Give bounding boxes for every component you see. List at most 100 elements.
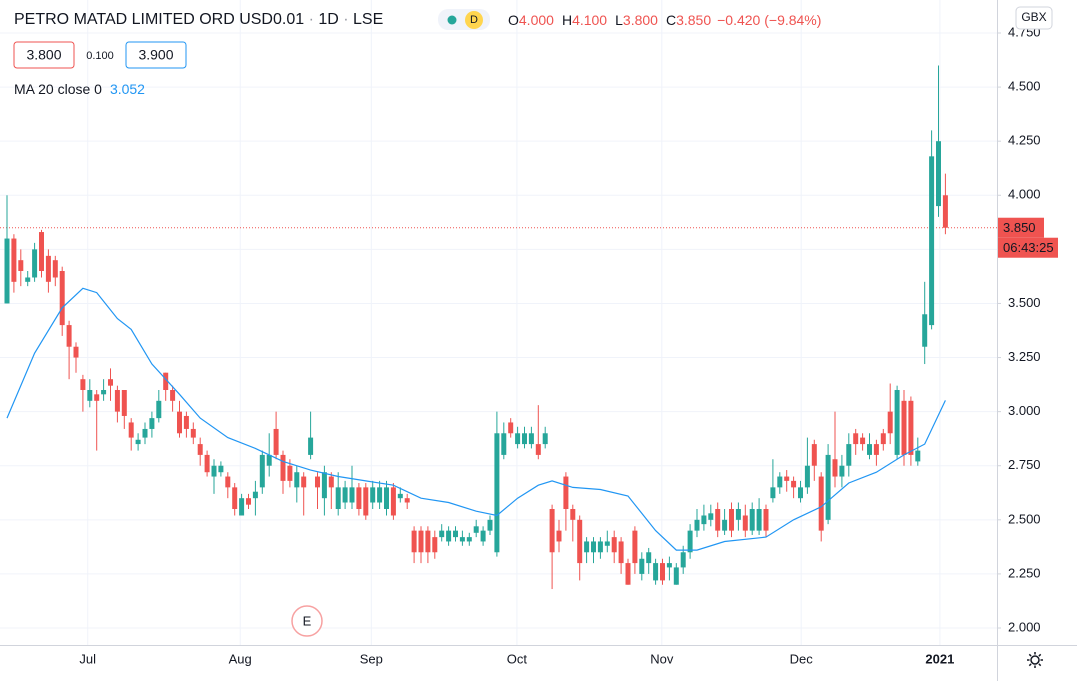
legend-key: L <box>615 12 623 28</box>
x-tick-label: Dec <box>790 651 814 666</box>
x-tick-label: 2021 <box>925 651 954 666</box>
candle-body <box>922 314 928 347</box>
candle-body <box>342 487 348 503</box>
candle-body <box>121 390 127 416</box>
candle-body <box>666 563 672 568</box>
candle-body <box>501 433 507 455</box>
countdown-bg <box>998 237 1058 258</box>
candle-body <box>860 437 866 445</box>
candle-body <box>673 567 679 585</box>
plot <box>0 65 997 590</box>
candle-body <box>784 476 790 481</box>
candle-body <box>101 390 107 395</box>
candle-body <box>763 509 769 531</box>
candle-body <box>135 439 141 445</box>
candle-body <box>653 563 659 581</box>
y-tick-label: 3.000 <box>1008 403 1041 418</box>
candle-body <box>908 400 914 455</box>
candle-body <box>439 530 445 538</box>
candle-body <box>515 433 521 445</box>
candle-body <box>266 454 272 466</box>
candle-body <box>204 454 210 473</box>
candle-body <box>356 487 362 509</box>
event-marker-circle[interactable] <box>291 605 323 637</box>
candle-body <box>225 476 231 488</box>
candle-body <box>542 433 548 445</box>
candle-body <box>73 346 79 358</box>
candle-body <box>66 325 72 347</box>
settings-icon[interactable] <box>1027 652 1043 668</box>
candle-body <box>625 563 631 585</box>
candle-body <box>377 487 383 503</box>
candle-body <box>839 465 845 477</box>
candle-body <box>577 519 583 564</box>
candle-body <box>811 444 817 466</box>
candle-body <box>142 428 148 438</box>
candle-body <box>418 530 424 553</box>
candle-body <box>149 418 155 429</box>
candle-body <box>432 537 438 553</box>
candle-body <box>252 491 258 499</box>
candle-body <box>846 444 852 466</box>
candle-body <box>308 437 314 455</box>
candle-body <box>232 487 238 509</box>
indicator-name: MA 20 close 0 <box>14 81 102 97</box>
candle-body <box>363 487 369 516</box>
candle-body <box>108 379 113 386</box>
legend-key: H <box>562 12 572 28</box>
x-tick-label: Oct <box>507 651 528 666</box>
legend-value: 4.100 <box>572 12 607 28</box>
candle-body <box>4 238 10 304</box>
x-tick-label: Sep <box>360 651 383 666</box>
currency: GBX <box>1021 10 1046 24</box>
candle-body <box>722 519 728 531</box>
y-tick-label: 2.750 <box>1008 457 1041 472</box>
candle-body <box>32 249 38 278</box>
interval: 1D <box>318 11 338 28</box>
candle-body <box>639 558 645 574</box>
trade-button[interactable] <box>13 41 75 69</box>
status-dot <box>447 15 457 25</box>
candle-body <box>894 390 900 455</box>
countdown: 06:43:25 <box>1003 240 1054 255</box>
candle-body <box>604 541 610 546</box>
candle-body <box>708 513 714 520</box>
candle-body <box>880 433 886 445</box>
candle-body <box>52 260 58 278</box>
candle-body <box>156 400 162 419</box>
indicator: MA 20 close 0 3.052 <box>14 81 145 97</box>
candle-body <box>25 277 31 282</box>
price-label-bg <box>998 217 1044 238</box>
candle-body <box>942 195 948 228</box>
legend-key: C <box>666 12 676 28</box>
x-tick-label: Jul <box>79 651 96 666</box>
candle-body <box>190 428 196 438</box>
candle-body <box>687 530 693 553</box>
currency-box[interactable] <box>1015 6 1053 30</box>
candle-body <box>528 433 534 445</box>
candle-body <box>853 433 859 445</box>
candle-body <box>480 530 486 542</box>
ma-line <box>6 287 946 551</box>
trade-button[interactable] <box>125 41 187 69</box>
candle-body <box>632 530 638 564</box>
candle-body <box>218 465 224 473</box>
candle-body <box>273 428 279 455</box>
candle-body <box>11 238 17 282</box>
y-tick-label: 2.500 <box>1008 511 1041 526</box>
candle-body <box>735 509 741 520</box>
candle-body <box>487 519 493 531</box>
trade-button-label: 3.900 <box>138 47 173 63</box>
legend-value: 4.000 <box>519 12 554 28</box>
candle-body <box>804 465 810 488</box>
symbol-title: PETRO MATAD LIMITED ORD USD0.01 <box>14 11 304 28</box>
candle-body <box>597 541 603 553</box>
candle-body <box>508 422 514 434</box>
candle-body <box>397 493 403 499</box>
candle-body <box>45 255 51 282</box>
y-tick-label: 2.000 <box>1008 619 1041 634</box>
candle-body <box>522 433 527 445</box>
candle-body <box>80 379 86 390</box>
